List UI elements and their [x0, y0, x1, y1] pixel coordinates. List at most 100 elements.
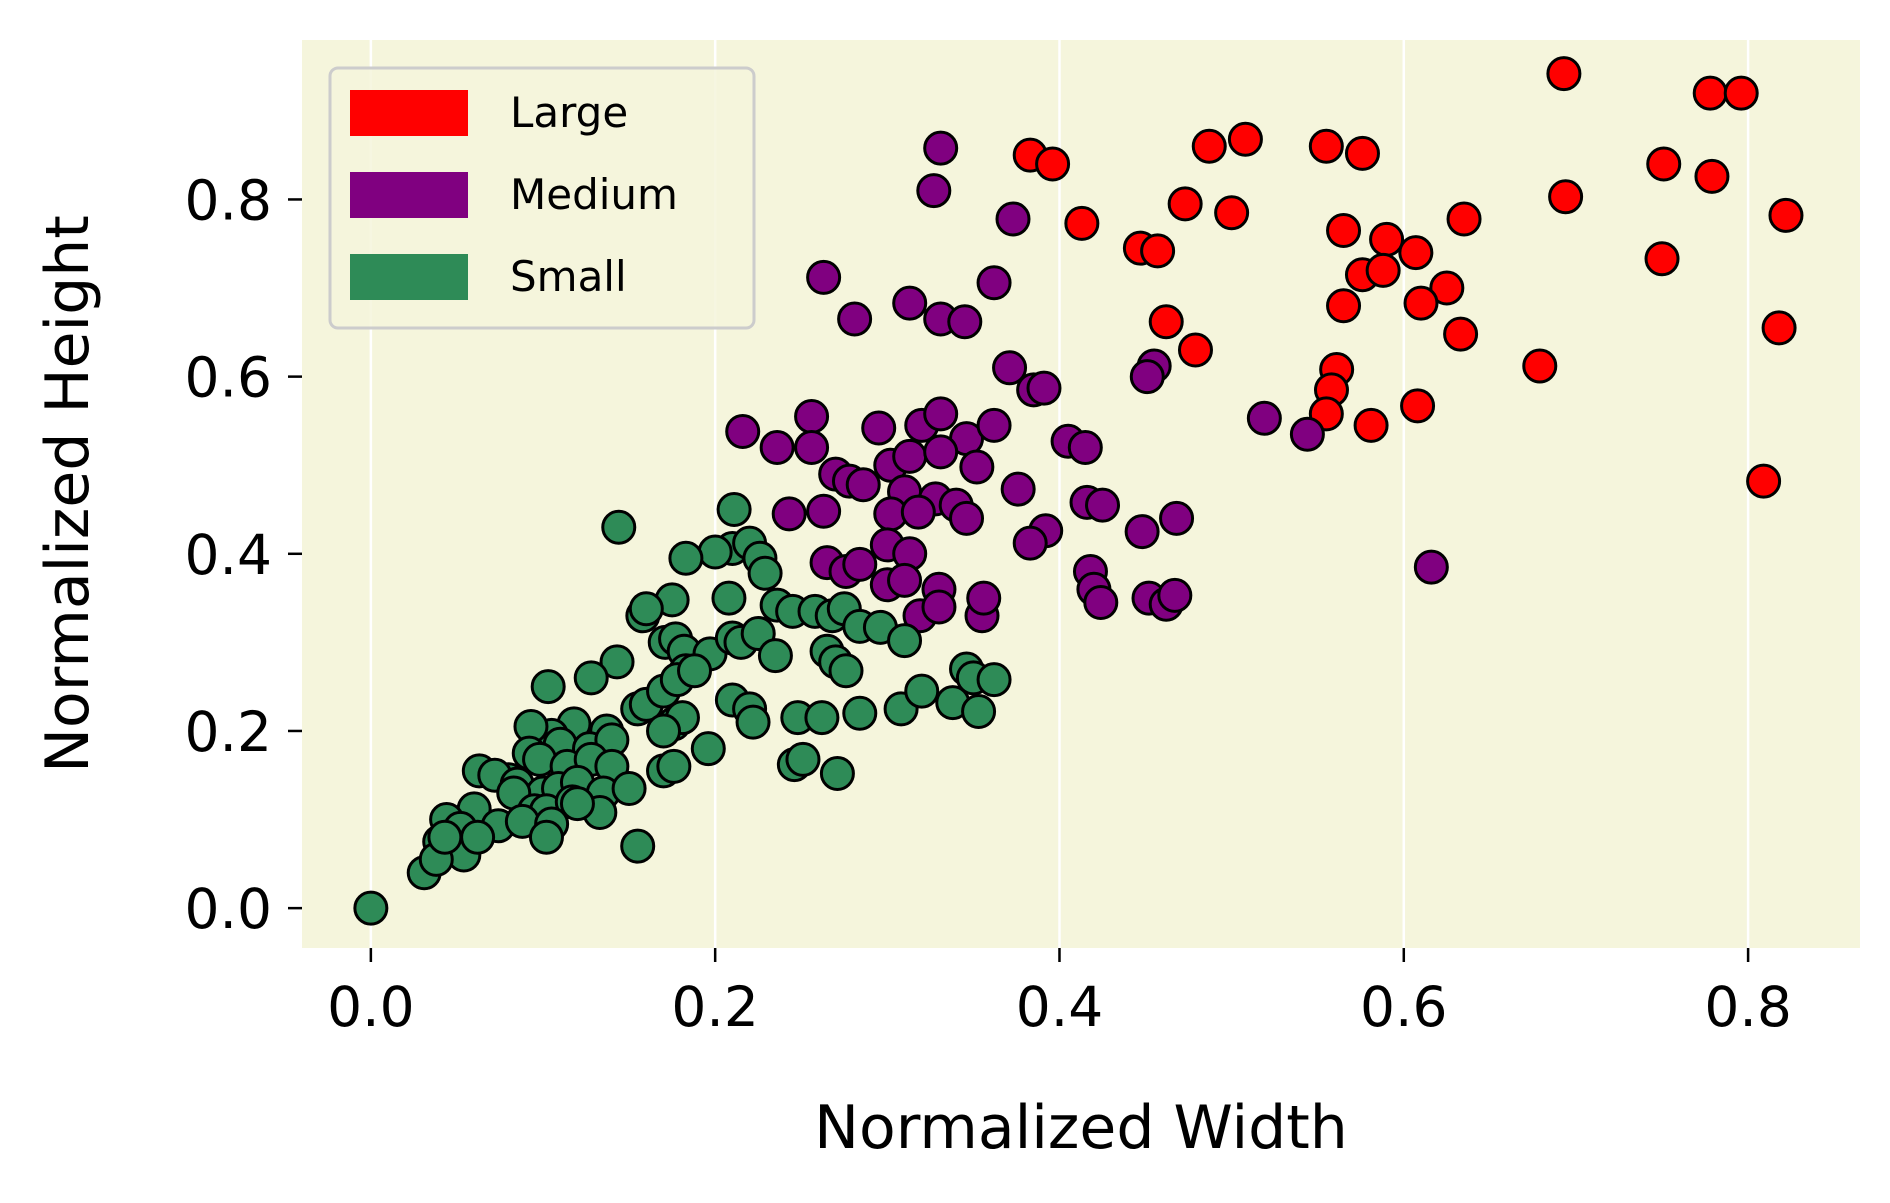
x-tick-label: 0.0	[327, 975, 414, 1039]
data-point-small	[628, 591, 664, 627]
data-point-large	[1365, 252, 1401, 288]
legend-swatch-medium	[350, 172, 468, 218]
y-tick-label: 0.8	[185, 168, 272, 232]
x-axis-label: Normalized Width	[814, 1093, 1348, 1163]
data-point-small	[804, 700, 840, 736]
data-point-medium	[1012, 525, 1048, 561]
data-point-medium	[842, 546, 878, 582]
data-point-small	[599, 644, 635, 680]
data-point-small	[690, 731, 726, 767]
data-point-large	[1140, 233, 1176, 269]
data-point-medium	[794, 398, 830, 434]
data-point-large	[1064, 205, 1100, 241]
data-point-large	[1522, 348, 1558, 384]
data-point-small	[460, 819, 496, 855]
legend-label-small: Small	[510, 252, 627, 301]
data-point-medium	[1129, 359, 1165, 395]
data-point-medium	[976, 407, 1012, 443]
data-point-large	[1398, 235, 1434, 271]
data-point-small	[353, 890, 389, 926]
data-point-medium	[806, 493, 842, 529]
data-point-small	[559, 786, 595, 822]
data-point-medium	[923, 396, 959, 432]
data-point-small	[828, 653, 864, 689]
data-point-small	[620, 828, 656, 864]
data-point-small	[601, 509, 637, 545]
data-point-large	[1723, 75, 1759, 111]
data-point-medium	[1124, 514, 1160, 550]
x-tick-label: 0.8	[1704, 975, 1791, 1039]
data-point-large	[1035, 146, 1071, 182]
data-point-medium	[845, 467, 881, 503]
data-point-large	[1694, 158, 1730, 194]
data-point-small	[427, 819, 463, 855]
data-point-medium	[1083, 585, 1119, 621]
data-point-small	[976, 662, 1012, 698]
data-point-large	[1646, 146, 1682, 182]
data-point-medium	[959, 449, 995, 485]
data-point-large	[1177, 332, 1213, 368]
data-point-small	[677, 653, 713, 689]
data-point-large	[1548, 179, 1584, 215]
x-tick-label: 0.6	[1360, 975, 1447, 1039]
data-point-medium	[900, 494, 936, 530]
y-tick-label: 0.4	[185, 523, 272, 587]
data-point-medium	[995, 201, 1031, 237]
data-point-medium	[725, 414, 761, 450]
data-point-medium	[794, 429, 830, 465]
data-point-medium	[947, 304, 983, 340]
x-tick-label: 0.4	[1016, 975, 1103, 1039]
data-point-large	[1400, 388, 1436, 424]
data-point-small	[573, 660, 609, 696]
data-point-small	[904, 673, 940, 709]
data-point-large	[1353, 407, 1389, 443]
data-point-medium	[1413, 549, 1449, 585]
data-point-large	[1167, 186, 1203, 222]
data-point-small	[757, 638, 793, 674]
data-point-large	[1227, 121, 1263, 157]
data-point-small	[656, 748, 692, 784]
data-point-small	[530, 669, 566, 705]
data-point-medium	[992, 350, 1028, 386]
data-point-large	[1546, 56, 1582, 92]
data-point-medium	[966, 580, 1002, 616]
data-point-medium	[771, 496, 807, 532]
data-point-small	[785, 741, 821, 777]
legend-swatch-small	[350, 254, 468, 300]
data-point-medium	[921, 589, 957, 625]
data-point-large	[1369, 221, 1405, 257]
y-tick-label: 0.0	[185, 877, 272, 941]
data-point-medium	[861, 410, 897, 446]
data-point-large	[1429, 270, 1465, 306]
data-point-medium	[1157, 577, 1193, 613]
data-point-medium	[916, 173, 952, 209]
y-tick-label: 0.6	[185, 346, 272, 410]
data-point-medium	[1159, 500, 1195, 536]
data-point-medium	[759, 429, 795, 465]
data-point-medium	[923, 434, 959, 470]
data-point-large	[1644, 241, 1680, 277]
data-point-medium	[806, 259, 842, 295]
data-point-medium	[1067, 429, 1103, 465]
y-tick-label: 0.2	[185, 700, 272, 764]
data-point-small	[668, 540, 704, 576]
data-point-medium	[1026, 370, 1062, 406]
data-point-large	[1692, 75, 1728, 111]
data-point-large	[1214, 195, 1250, 231]
data-point-medium	[892, 438, 928, 474]
data-point-large	[1148, 304, 1184, 340]
data-point-medium	[887, 562, 923, 598]
legend-swatch-large	[350, 90, 468, 136]
data-point-medium	[1246, 400, 1282, 436]
axis-ticks: 0.0 0.2 0.4 0.6 0.8 0.0 0.2 0.4 0.6 0.8	[185, 168, 1792, 1039]
data-points	[353, 56, 1804, 926]
data-point-large	[1326, 288, 1362, 324]
data-point-large	[1761, 310, 1797, 346]
data-point-large	[1344, 135, 1380, 171]
data-point-small	[646, 713, 682, 749]
legend: Large Medium Small	[328, 66, 756, 330]
data-point-small	[611, 771, 647, 807]
data-point-large	[1446, 201, 1482, 237]
